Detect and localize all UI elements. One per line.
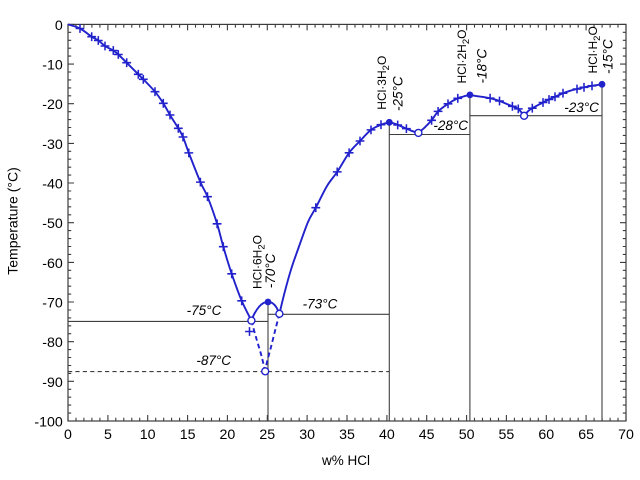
svg-text:30: 30 bbox=[299, 427, 315, 443]
svg-text:65: 65 bbox=[578, 427, 594, 443]
svg-text:60: 60 bbox=[538, 427, 554, 443]
svg-text:-80: -80 bbox=[42, 335, 63, 351]
svg-text:-70°C: -70°C bbox=[263, 253, 278, 288]
svg-text:-73°C: -73°C bbox=[303, 297, 338, 312]
svg-text:45: 45 bbox=[419, 427, 435, 443]
svg-text:50: 50 bbox=[459, 427, 475, 443]
svg-text:Temperature (°C): Temperature (°C) bbox=[5, 167, 21, 275]
svg-text:-25°C: -25°C bbox=[390, 76, 405, 111]
svg-text:-40: -40 bbox=[42, 177, 63, 193]
svg-text:-23°C: -23°C bbox=[564, 100, 599, 115]
svg-text:-20: -20 bbox=[42, 97, 63, 113]
svg-text:10: 10 bbox=[140, 427, 156, 443]
svg-text:-75°C: -75°C bbox=[187, 303, 222, 318]
svg-text:-90: -90 bbox=[42, 375, 63, 391]
svg-text:70: 70 bbox=[618, 427, 634, 443]
svg-text:55: 55 bbox=[499, 427, 515, 443]
svg-text:-28°C: -28°C bbox=[433, 118, 468, 133]
svg-text:w% HCl: w% HCl bbox=[321, 453, 370, 468]
svg-text:15: 15 bbox=[180, 427, 196, 443]
svg-text:-87°C: -87°C bbox=[196, 353, 231, 368]
svg-text:25: 25 bbox=[259, 427, 275, 443]
svg-text:-30: -30 bbox=[42, 137, 63, 153]
svg-text:0: 0 bbox=[64, 427, 72, 443]
svg-text:40: 40 bbox=[379, 427, 395, 443]
svg-text:-50: -50 bbox=[42, 216, 63, 232]
svg-text:-10: -10 bbox=[42, 58, 63, 74]
svg-text:-18°C: -18°C bbox=[475, 49, 490, 84]
svg-text:-60: -60 bbox=[42, 256, 63, 272]
svg-text:-70: -70 bbox=[42, 296, 63, 312]
svg-text:5: 5 bbox=[104, 427, 112, 443]
svg-text:0: 0 bbox=[55, 18, 63, 34]
svg-text:20: 20 bbox=[220, 427, 236, 443]
svg-text:-15°C: -15°C bbox=[601, 39, 616, 74]
svg-text:-100: -100 bbox=[34, 415, 63, 431]
svg-text:35: 35 bbox=[339, 427, 355, 443]
